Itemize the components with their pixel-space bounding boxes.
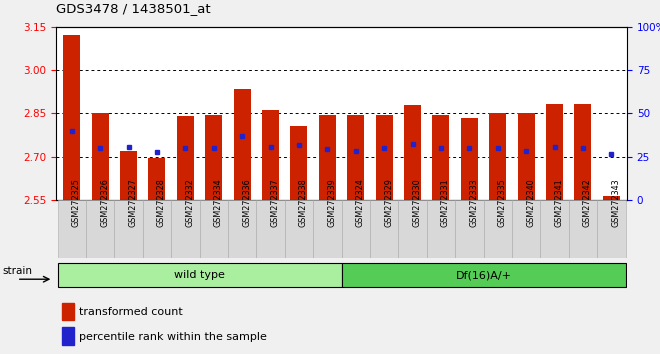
Bar: [461, 119, 478, 200]
Bar: [546, 104, 563, 200]
Bar: [290, 126, 308, 200]
Bar: [569, 200, 597, 258]
Text: GSM272332: GSM272332: [185, 178, 194, 227]
Bar: [432, 115, 449, 200]
Text: wild type: wild type: [174, 270, 225, 280]
Bar: [86, 200, 114, 258]
Text: transformed count: transformed count: [79, 307, 183, 317]
Bar: [541, 200, 569, 258]
Bar: [171, 200, 199, 258]
Bar: [376, 115, 393, 200]
Bar: [370, 200, 399, 258]
Bar: [597, 200, 626, 258]
Bar: [234, 89, 251, 200]
Text: GSM272340: GSM272340: [526, 179, 535, 227]
Text: GSM272331: GSM272331: [441, 179, 450, 227]
Bar: [574, 104, 591, 200]
Text: GSM272335: GSM272335: [498, 178, 507, 227]
Text: GSM272327: GSM272327: [129, 178, 137, 227]
Bar: [427, 200, 455, 258]
Bar: [313, 200, 342, 258]
Text: GSM272336: GSM272336: [242, 179, 251, 227]
Text: GDS3478 / 1438501_at: GDS3478 / 1438501_at: [56, 2, 211, 15]
Bar: [256, 200, 284, 258]
Bar: [319, 115, 336, 200]
Text: GSM272325: GSM272325: [72, 178, 81, 227]
Text: GSM272330: GSM272330: [412, 179, 422, 227]
Bar: [62, 327, 75, 345]
Bar: [603, 196, 620, 200]
Bar: [342, 200, 370, 258]
Bar: [57, 263, 342, 287]
Bar: [284, 200, 313, 258]
Bar: [205, 115, 222, 200]
Text: GSM272343: GSM272343: [611, 179, 620, 227]
Bar: [489, 113, 506, 200]
Bar: [404, 105, 421, 200]
Bar: [199, 200, 228, 258]
Bar: [120, 151, 137, 200]
Bar: [62, 303, 75, 320]
Text: percentile rank within the sample: percentile rank within the sample: [79, 332, 267, 342]
Text: GSM272334: GSM272334: [214, 179, 222, 227]
Text: GSM272337: GSM272337: [271, 178, 280, 227]
Bar: [143, 200, 171, 258]
Bar: [512, 200, 541, 258]
Bar: [347, 115, 364, 200]
Text: GSM272328: GSM272328: [157, 178, 166, 227]
Bar: [92, 113, 109, 200]
Bar: [342, 263, 626, 287]
Text: GSM272329: GSM272329: [384, 178, 393, 227]
Bar: [399, 200, 427, 258]
Text: GSM272326: GSM272326: [100, 178, 109, 227]
Text: GSM272342: GSM272342: [583, 178, 592, 227]
Text: GSM272339: GSM272339: [327, 178, 337, 227]
Bar: [228, 200, 256, 258]
Text: GSM272324: GSM272324: [356, 178, 365, 227]
Bar: [114, 200, 143, 258]
Bar: [262, 110, 279, 200]
Text: Df(16)A/+: Df(16)A/+: [455, 270, 512, 280]
Text: GSM272333: GSM272333: [469, 179, 478, 227]
Bar: [517, 113, 535, 200]
Bar: [177, 116, 194, 200]
Bar: [484, 200, 512, 258]
Bar: [455, 200, 484, 258]
Text: strain: strain: [3, 266, 33, 276]
Text: GSM272341: GSM272341: [554, 179, 564, 227]
Text: GSM272338: GSM272338: [299, 179, 308, 227]
Bar: [57, 200, 86, 258]
Bar: [63, 35, 81, 200]
Bar: [148, 158, 166, 200]
